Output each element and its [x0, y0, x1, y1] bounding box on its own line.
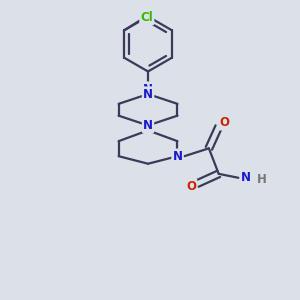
Text: Cl: Cl — [140, 11, 153, 24]
Text: O: O — [186, 180, 196, 193]
Text: N: N — [143, 82, 153, 96]
Text: N: N — [143, 119, 153, 132]
Text: N: N — [143, 88, 153, 100]
Text: N: N — [241, 171, 251, 184]
Text: O: O — [220, 116, 230, 129]
Text: N: N — [172, 150, 182, 163]
Text: H: H — [257, 173, 267, 186]
